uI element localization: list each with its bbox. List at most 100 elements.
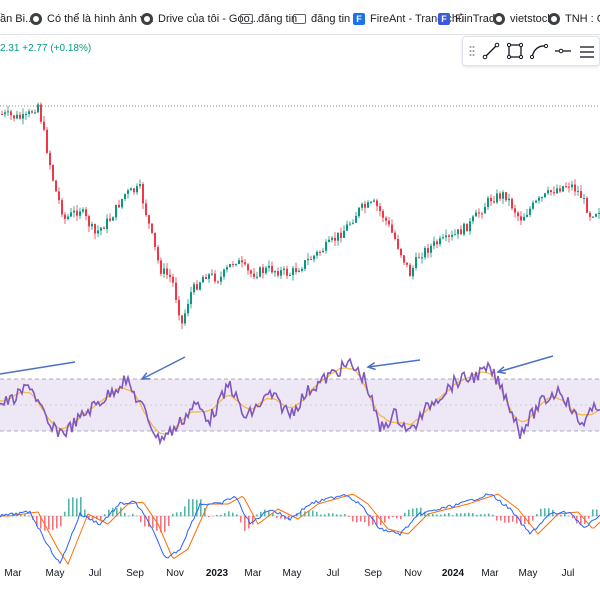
bookmark-2[interactable]: Có thể là hình ảnh v... (30, 11, 154, 27)
candle (121, 198, 123, 208)
candle (301, 268, 303, 271)
candle (592, 216, 594, 218)
bookmark-8[interactable]: vietstock (493, 11, 553, 27)
candle (370, 201, 372, 203)
candle (451, 234, 453, 237)
candle (55, 180, 57, 192)
macd-histogram-bar (364, 516, 366, 523)
candle (469, 221, 471, 232)
macd-histogram-bar (272, 513, 274, 517)
axis-label: Sep (126, 568, 144, 579)
macd-histogram-bar (180, 511, 182, 517)
drawing-toolbar (462, 36, 600, 66)
candle (418, 257, 420, 259)
candle (457, 229, 459, 235)
candle (442, 237, 444, 239)
macd-histogram-bar (456, 513, 458, 517)
macd-histogram-bar (28, 515, 30, 517)
annotation-arrow (0, 361, 76, 375)
macd-histogram-bar (128, 515, 130, 517)
bookmark-5[interactable]: đăng tin 2 (293, 11, 359, 27)
macd-histogram-bar (48, 516, 50, 530)
trend-line-icon[interactable] (481, 41, 501, 61)
macd-histogram-bar (452, 515, 454, 517)
macd-histogram-bar (216, 514, 218, 517)
candle (262, 267, 264, 273)
candle (247, 264, 249, 271)
macd-histogram-bar (196, 499, 198, 517)
candle (205, 276, 207, 279)
candle (106, 218, 108, 229)
candle (109, 218, 111, 221)
candle (379, 206, 381, 212)
candle (445, 235, 447, 238)
axis-label: Nov (166, 568, 184, 579)
candle (286, 268, 288, 276)
candle (100, 227, 102, 231)
candle (313, 255, 315, 260)
bookmark-9[interactable]: TNH : Công... (548, 11, 600, 27)
candle (289, 275, 291, 277)
candle (487, 197, 489, 207)
candle (523, 216, 525, 221)
rsi-line (0, 357, 600, 446)
macd-histogram-bar (464, 513, 466, 517)
candle (433, 241, 435, 246)
bookmark-3[interactable]: Drive của tôi - Goo... (141, 11, 259, 27)
bookmark-7[interactable]: F FiinTrade (438, 11, 501, 27)
macd-histogram-bar (264, 509, 266, 517)
macd-histogram-bar (16, 514, 18, 517)
macd-histogram-bar (244, 516, 246, 531)
macd-histogram-bar (108, 509, 110, 517)
macd-histogram-bar (88, 516, 90, 520)
candle (517, 212, 519, 217)
candle (496, 193, 498, 203)
macd-histogram-bar (480, 514, 482, 517)
macd-histogram-bar (404, 512, 406, 517)
macd-histogram-bar (312, 510, 314, 517)
candle (163, 268, 165, 274)
candle (472, 216, 474, 222)
macd-histogram-bar (84, 509, 86, 517)
macd-histogram-bar (344, 514, 346, 517)
macd-histogram-bar (512, 516, 514, 522)
macd-histogram-bar (92, 516, 94, 520)
rectangle-icon[interactable] (505, 41, 525, 61)
candle (328, 239, 330, 243)
candle (190, 292, 192, 305)
macd-histogram-bar (588, 516, 590, 519)
annotation-arrow (497, 355, 554, 373)
candle (307, 258, 309, 261)
candle (403, 255, 405, 263)
candle (526, 214, 528, 217)
horizontal-ray-icon[interactable] (553, 41, 573, 61)
candle (274, 271, 276, 273)
macd-histogram-bar (348, 516, 350, 517)
candle (538, 197, 540, 201)
macd-histogram-bar (72, 497, 74, 517)
candle (595, 213, 597, 217)
candle (583, 197, 585, 199)
macd-histogram-bar (376, 516, 378, 526)
bookmark-1[interactable]: ần Bi... (0, 11, 34, 27)
candle (316, 251, 318, 256)
annotation-arrowhead (496, 366, 507, 375)
candle (97, 230, 99, 234)
fiintrade-icon: F (438, 13, 450, 25)
candle (202, 276, 204, 283)
bookmarks-bar: ần Bi... Có thể là hình ảnh v... Drive c… (0, 0, 600, 35)
macd-histogram-bar (152, 516, 154, 528)
drag-handle-icon[interactable] (469, 45, 475, 57)
candle (229, 263, 231, 268)
candle (310, 258, 312, 260)
bookmark-4[interactable]: đăng tin (240, 11, 297, 27)
price-chart[interactable] (0, 34, 600, 568)
macd-histogram-bar (428, 513, 430, 517)
macd-histogram-bar (508, 516, 510, 523)
candle (394, 232, 396, 239)
candle (91, 224, 93, 227)
fib-icon[interactable] (577, 41, 597, 61)
curve-icon[interactable] (529, 41, 549, 61)
candle (529, 208, 531, 215)
candle (298, 270, 300, 273)
